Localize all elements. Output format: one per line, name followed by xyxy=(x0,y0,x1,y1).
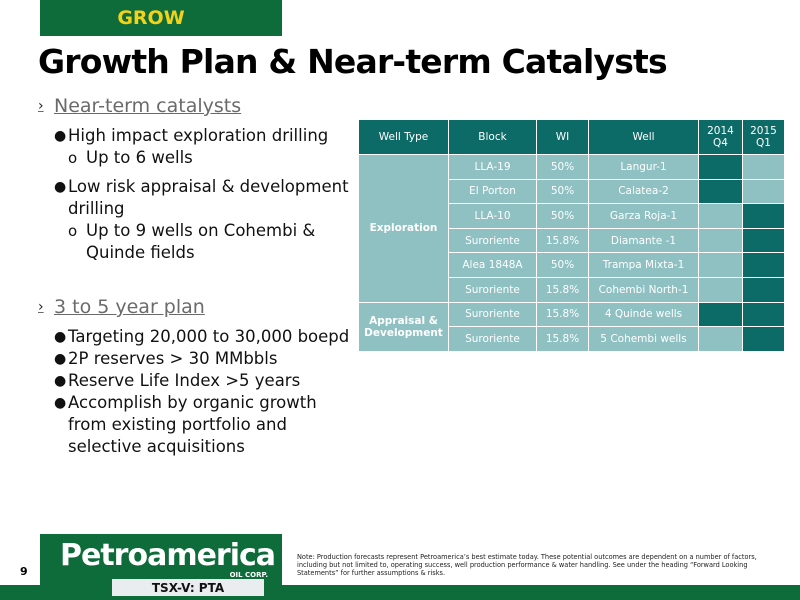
column-header: Well Type xyxy=(358,119,449,155)
section-heading-text: 3 to 5 year plan xyxy=(54,296,205,318)
bullet-dot-icon: ● xyxy=(54,179,67,195)
column-header: Block xyxy=(448,119,537,155)
wi-cell: 15.8% xyxy=(536,326,589,352)
timeline-cell xyxy=(698,252,743,278)
wi-cell: 15.8% xyxy=(536,301,589,328)
well-cell: Langur-1 xyxy=(588,154,699,180)
timeline-cell xyxy=(742,326,785,352)
timeline-cell xyxy=(698,203,743,229)
chevron-right-icon: › xyxy=(38,98,44,114)
table-header-row: Well Type Block WI Well 2014 Q4 2015 Q1 xyxy=(358,119,785,155)
circle-bullet-icon: o xyxy=(68,149,78,167)
block-cell: LLA-10 xyxy=(448,203,537,229)
section-tab-label: GROW xyxy=(117,7,185,29)
well-cell: Trampa Mixta-1 xyxy=(588,252,699,278)
bullet-dot-icon: ● xyxy=(54,128,67,144)
block-cell: El Porton xyxy=(448,178,537,205)
bullet-item: ● Targeting 20,000 to 30,000 boepd xyxy=(54,327,350,346)
timeline-cell xyxy=(742,203,785,229)
timeline-cell xyxy=(698,227,743,254)
column-header: 2015 Q1 xyxy=(742,119,785,155)
bullet-item: ● Reserve Life Index >5 years xyxy=(54,371,301,390)
sub-bullet-item: o Up to 6 wells xyxy=(68,148,193,167)
section-heading: › Near-term catalysts xyxy=(38,95,358,117)
wi-cell: 50% xyxy=(536,154,589,180)
timeline-cell xyxy=(698,276,743,303)
timeline-cell xyxy=(742,252,785,278)
table-row: Exploration LLA-19 50% Langur-1 xyxy=(358,154,785,303)
ticker-label: TSX-V: PTA xyxy=(112,579,264,596)
bullet-dot-icon: ● xyxy=(54,329,67,345)
chevron-right-icon: › xyxy=(38,299,44,315)
timeline-cell xyxy=(698,178,743,205)
timeline-cell xyxy=(742,178,785,205)
table-row: Suroriente 15.8% Diamante -1 xyxy=(359,227,785,254)
catalyst-table: Well Type Block WI Well 2014 Q4 2015 Q1 Ex… xyxy=(358,119,785,352)
column-header: 2014 Q4 xyxy=(698,119,743,155)
five-year-plan-section: › 3 to 5 year plan ● Targeting 20,000 to… xyxy=(38,296,358,458)
bullet-item: ● Low risk appraisal & development drill… xyxy=(54,177,349,218)
sub-bullet-item: o Up to 9 wells on Cohembi & Quinde fiel… xyxy=(68,221,316,262)
timeline-cell xyxy=(698,301,743,328)
table-row: LLA-10 50% Garza Roja-1 xyxy=(359,203,785,229)
timeline-cell xyxy=(698,326,743,352)
table-row: Suroriente 15.8% 5 Cohembi wells xyxy=(359,326,785,352)
well-cell: 5 Cohembi wells xyxy=(588,326,699,352)
section-tab: GROW xyxy=(40,0,282,36)
column-header: WI xyxy=(536,119,589,155)
wi-cell: 50% xyxy=(536,203,589,229)
block-cell: Suroriente xyxy=(448,326,537,352)
well-cell: Calatea-2 xyxy=(588,178,699,205)
well-cell: 4 Quinde wells xyxy=(588,301,699,328)
section-heading-text: Near-term catalysts xyxy=(54,95,242,117)
block-cell: Suroriente xyxy=(448,301,537,328)
near-term-section: › Near-term catalysts ● High impact expl… xyxy=(38,95,358,264)
wi-cell: 15.8% xyxy=(536,276,589,303)
block-cell: Suroriente xyxy=(448,227,537,254)
well-type-cell: Exploration xyxy=(358,154,449,303)
bullet-dot-icon: ● xyxy=(54,351,67,367)
well-cell: Garza Roja-1 xyxy=(588,203,699,229)
bullet-item: ● Accomplish by organic growth from exis… xyxy=(54,393,317,456)
well-cell: Diamante -1 xyxy=(588,227,699,254)
table-row: Appraisal & Development Suroriente 15.8%… xyxy=(358,301,785,352)
circle-bullet-icon: o xyxy=(68,222,78,240)
wi-cell: 15.8% xyxy=(536,227,589,254)
footnote: Note: Production forecasts represent Pet… xyxy=(297,553,757,577)
bullet-item: ● High impact exploration drilling xyxy=(54,126,329,145)
well-type-cell: Appraisal & Development xyxy=(358,301,449,352)
timeline-cell xyxy=(742,154,785,180)
section-heading: › 3 to 5 year plan xyxy=(38,296,358,318)
block-cell: LLA-19 xyxy=(448,154,537,180)
table-row: El Porton 50% Calatea-2 xyxy=(359,178,785,205)
wi-cell: 50% xyxy=(536,178,589,205)
wi-cell: 50% xyxy=(536,252,589,278)
bullet-dot-icon: ● xyxy=(54,373,67,389)
timeline-cell xyxy=(742,301,785,328)
timeline-cell xyxy=(742,227,785,254)
timeline-cell xyxy=(698,154,743,180)
bullet-dot-icon: ● xyxy=(54,395,67,411)
logo-corp-text: OIL CORP. xyxy=(229,571,268,579)
block-cell: Suroriente xyxy=(448,276,537,303)
timeline-cell xyxy=(742,276,785,303)
well-cell: Cohembi North-1 xyxy=(588,276,699,303)
page-title: Growth Plan & Near-term Catalysts xyxy=(38,42,668,81)
block-cell: Alea 1848A xyxy=(448,252,537,278)
column-header: Well xyxy=(588,119,699,155)
company-logo: Petroamerica OIL CORP. TSX-V: PTA xyxy=(40,534,282,600)
logo-wordmark: Petroamerica xyxy=(60,538,276,573)
bullet-item: ● 2P reserves > 30 MMbbls xyxy=(54,349,278,368)
page-number: 9 xyxy=(20,565,28,578)
